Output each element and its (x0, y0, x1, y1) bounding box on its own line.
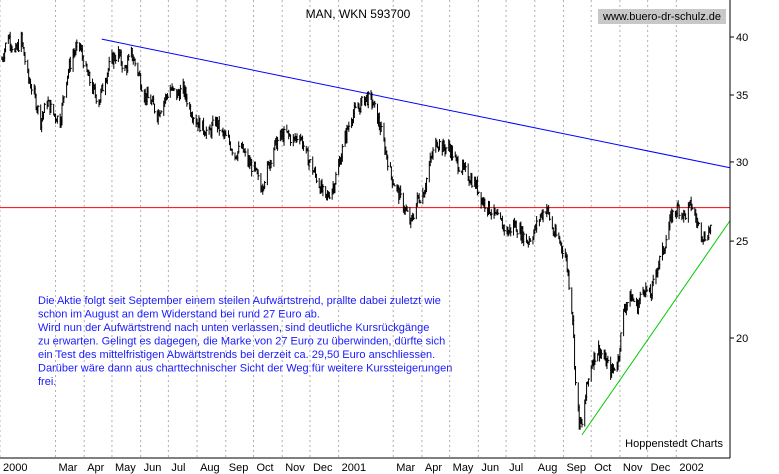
x-tick-label: Mar (396, 462, 415, 474)
y-tick-label: 40 (736, 32, 748, 44)
annotation-line: frei. (38, 376, 56, 388)
annotation-line: zu erwarten. Gelingt es dagegen, die Mar… (38, 336, 445, 348)
y-tick-label: 30 (736, 157, 748, 169)
y-tick-label: 25 (736, 236, 748, 248)
price-bars (1, 31, 713, 430)
annotation-line: Darüber wäre dann aus charttechnischer S… (38, 363, 452, 375)
trendlines (0, 38, 731, 436)
x-tick-label: Jun (144, 462, 162, 474)
x-tick-label: 2000 (3, 462, 27, 474)
x-tick-label: Oct (594, 462, 611, 474)
chart-title: MAN, WKN 593700 (306, 7, 411, 21)
annotation-line: schon im August an dem Widerstand bei ru… (38, 309, 320, 321)
x-tick-label: Oct (257, 462, 274, 474)
x-tick-label: 2001 (342, 462, 366, 474)
x-tick-label: Mar (59, 462, 78, 474)
x-tick-label: Jun (481, 462, 499, 474)
annotation-line: ein Test des mittelfristigen Abwärtstren… (38, 349, 435, 361)
x-tick-label: May (453, 462, 474, 474)
annotation-text: Die Aktie folgt seit September einem ste… (38, 295, 452, 388)
y-tick-label: 35 (736, 90, 748, 102)
x-tick-label: Sep (229, 462, 249, 474)
x-tick-label: 2002 (679, 462, 703, 474)
x-tick-label: Jul (171, 462, 185, 474)
x-tick-label: Dec (313, 462, 333, 474)
watermark-background (598, 9, 726, 24)
source-label: Hoppenstedt Charts (625, 438, 723, 450)
downtrend-line (101, 38, 731, 169)
x-tick-label: Nov (285, 462, 305, 474)
uptrend-line (581, 220, 731, 436)
annotation-line: Wird nun der Aufwärtstrend nach unten ve… (38, 322, 429, 334)
annotation-line: Die Aktie folgt seit September einem ste… (38, 295, 441, 307)
x-tick-label: Dec (651, 462, 671, 474)
x-tick-label: May (115, 462, 136, 474)
watermark-url: www.buero-dr-schulz.de (602, 11, 721, 23)
x-tick-label: Aug (538, 462, 558, 474)
x-tick-label: Jul (509, 462, 523, 474)
y-axis: 20 25 30 35 40 (729, 0, 748, 458)
x-tick-label: Apr (87, 462, 104, 474)
x-tick-label: Aug (200, 462, 220, 474)
y-tick-label: 20 (736, 333, 748, 345)
x-tick-label: Nov (623, 462, 643, 474)
x-axis: 2000 Mar Apr May Jun Jul Aug Sep Oct Nov Dec 2001 Ma… (0, 457, 730, 474)
x-tick-label: Sep (566, 462, 586, 474)
x-tick-label: Apr (425, 462, 442, 474)
